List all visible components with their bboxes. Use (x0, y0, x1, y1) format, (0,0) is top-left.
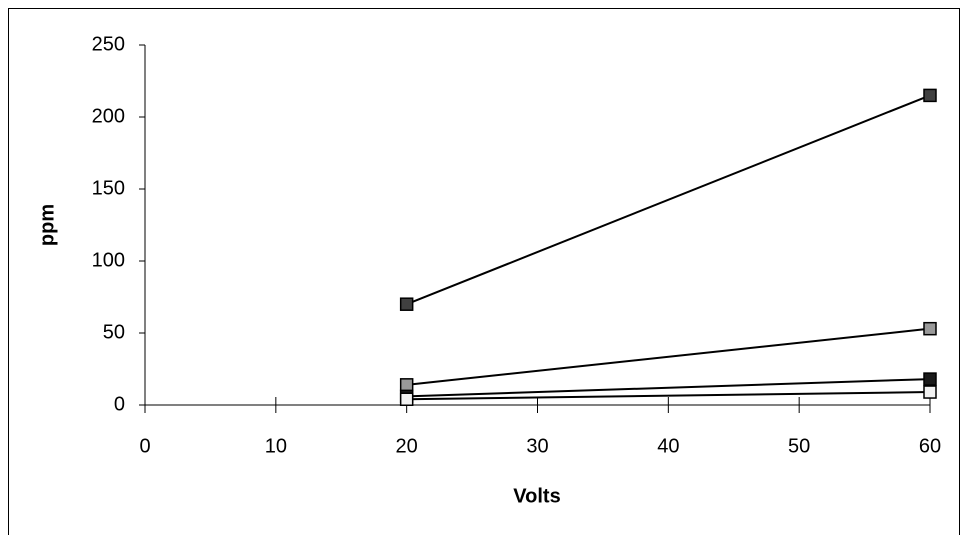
series-line (406, 327, 931, 386)
series-line (406, 391, 931, 401)
y-tick-label: 0 (114, 393, 125, 415)
x-tick-label: 50 (788, 435, 810, 457)
data-point (923, 321, 937, 336)
y-axis-title: ppm (36, 204, 58, 246)
series-line (406, 378, 931, 398)
data-point (399, 297, 414, 311)
data-point (923, 372, 937, 386)
data-point (399, 378, 414, 392)
y-tick-label: 50 (103, 321, 125, 343)
data-point (923, 385, 937, 399)
x-tick-label: 0 (139, 435, 150, 457)
chart-frame (8, 8, 960, 535)
x-tick-label: 20 (396, 435, 418, 457)
y-tick-label: 250 (92, 33, 125, 55)
x-tick-label: 40 (657, 435, 679, 457)
x-tick-label: 60 (919, 435, 941, 457)
x-axis-title: Volts (513, 485, 560, 507)
y-tick-label: 200 (92, 105, 125, 127)
x-tick-label: 10 (265, 435, 287, 457)
series-line (406, 94, 931, 306)
x-tick-label: 30 (526, 435, 548, 457)
data-point (923, 88, 937, 103)
y-tick-label: 150 (92, 177, 125, 199)
data-point (399, 392, 414, 406)
y-tick-label: 100 (92, 249, 125, 271)
